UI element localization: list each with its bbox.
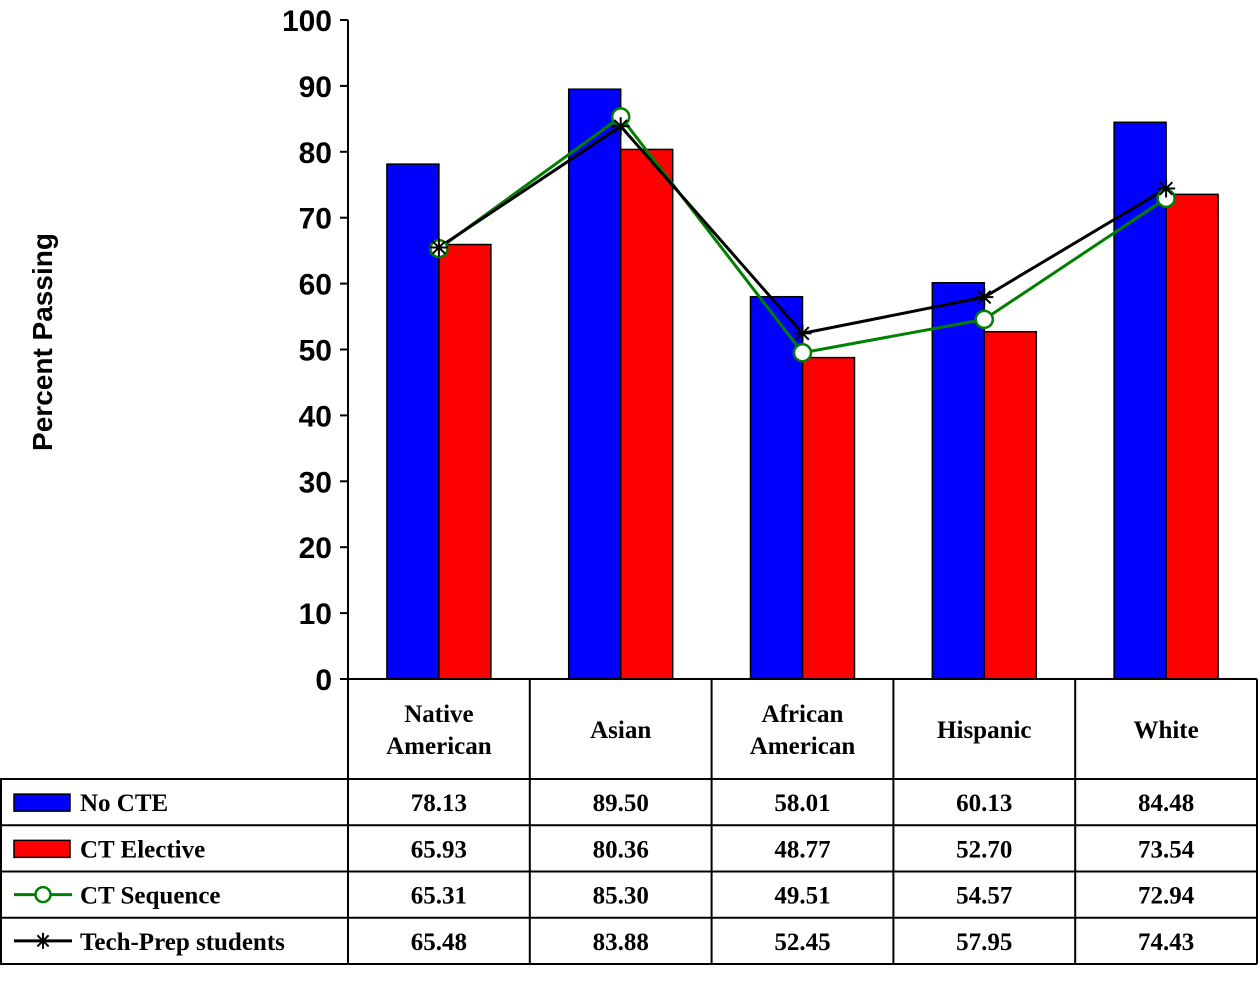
bar-ct-elective bbox=[438, 243, 492, 680]
point-tech-prep-students bbox=[793, 324, 812, 343]
bar-ct-elective bbox=[801, 356, 856, 680]
y-tick-label: 60 bbox=[299, 269, 332, 302]
category-label: American bbox=[750, 733, 856, 760]
point-ct-sequence bbox=[974, 309, 995, 330]
table-cell-value: 73.54 bbox=[1138, 836, 1195, 863]
legend-key-circle-marker bbox=[34, 885, 52, 904]
point-tech-prep-students bbox=[429, 238, 448, 257]
category-label: Native bbox=[404, 701, 473, 728]
bar-ct-elective bbox=[619, 148, 674, 680]
table-cell-value: 72.94 bbox=[1138, 883, 1195, 910]
table-cell-value: 65.31 bbox=[411, 883, 467, 910]
y-tick-label: 80 bbox=[299, 137, 332, 170]
y-tick-label: 30 bbox=[299, 466, 332, 499]
legend-label: CT Sequence bbox=[80, 883, 221, 910]
category-label: Hispanic bbox=[937, 717, 1031, 744]
table-cell-value: 60.13 bbox=[956, 790, 1012, 817]
table-cell-value: 48.77 bbox=[774, 836, 830, 863]
table-cell-value: 74.43 bbox=[1138, 929, 1194, 956]
point-tech-prep-students bbox=[611, 117, 630, 136]
table-cell-value: 80.36 bbox=[593, 836, 649, 863]
bar-no-cte bbox=[567, 88, 622, 680]
category-label: Asian bbox=[590, 717, 651, 744]
point-ct-sequence bbox=[792, 342, 813, 363]
bar-no-cte bbox=[749, 295, 804, 680]
table-cell-value: 49.51 bbox=[774, 883, 830, 910]
category-label: American bbox=[386, 733, 492, 760]
table-cell-value: 83.88 bbox=[593, 929, 649, 956]
table-cell-value: 52.70 bbox=[956, 836, 1012, 863]
table-cell-value: 52.45 bbox=[774, 929, 830, 956]
legend-label: CT Elective bbox=[80, 836, 205, 863]
y-tick-label: 50 bbox=[299, 335, 332, 368]
bar-no-cte bbox=[931, 281, 986, 680]
y-tick-label: 10 bbox=[299, 598, 332, 631]
table-cell-value: 89.50 bbox=[593, 790, 649, 817]
y-axis-label: Percent Passing bbox=[27, 233, 58, 451]
bar-ct-elective bbox=[1165, 193, 1219, 680]
table-cell-value: 57.95 bbox=[956, 929, 1012, 956]
category-label: African bbox=[762, 701, 844, 728]
table-cell-value: 84.48 bbox=[1138, 790, 1194, 817]
legend-label: No CTE bbox=[80, 790, 168, 817]
legend-key-ct-elective bbox=[13, 839, 71, 859]
y-tick-label: 40 bbox=[299, 400, 332, 433]
table-cell-value: 65.93 bbox=[411, 836, 467, 863]
table-cell-value: 58.01 bbox=[774, 790, 830, 817]
table-cell-value: 78.13 bbox=[411, 790, 467, 817]
legend-label: Tech-Prep students bbox=[80, 929, 285, 956]
y-tick-label: 70 bbox=[299, 203, 332, 236]
table-cell-value: 54.57 bbox=[956, 883, 1012, 910]
table-cell-value: 65.48 bbox=[411, 929, 467, 956]
bar-ct-elective bbox=[983, 330, 1038, 680]
legend-key-no-cte bbox=[13, 793, 71, 812]
legend-key-star-marker bbox=[35, 932, 51, 949]
table-cell-value: 85.30 bbox=[593, 883, 649, 910]
category-label: White bbox=[1133, 717, 1198, 744]
y-tick-label: 20 bbox=[299, 532, 332, 565]
point-tech-prep-students bbox=[1157, 179, 1176, 198]
y-tick-label: 90 bbox=[299, 71, 332, 104]
y-tick-label: 100 bbox=[282, 5, 332, 38]
point-tech-prep-students bbox=[975, 288, 994, 307]
y-tick-label: 0 bbox=[315, 664, 332, 697]
bar-no-cte bbox=[386, 163, 440, 680]
